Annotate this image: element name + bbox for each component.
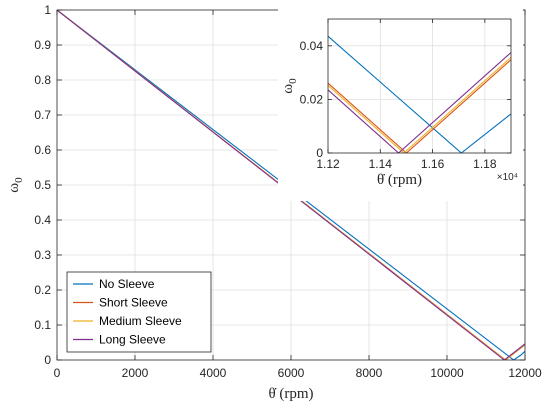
inset-y-axis-label: ω0	[280, 78, 299, 94]
y-tick-label: 0.5	[34, 178, 51, 192]
legend-label: Long Sleeve	[99, 333, 166, 347]
legend: No Sleeve Short Sleeve Medium Sleeve Long S…	[66, 271, 212, 353]
inset-series-line-long-sleeve	[328, 51, 511, 153]
x-axis-label: θ̇ (rpm)	[268, 386, 313, 402]
inset-x-tick-label: 1.16	[421, 157, 445, 171]
inset-x-tick-label: 1.12	[316, 157, 340, 171]
x-tick-label: 6000	[278, 366, 305, 380]
y-tick-label: 0	[44, 353, 51, 367]
y-tick-label: 0.8	[34, 73, 51, 87]
y-axis-label: ω0	[6, 177, 25, 193]
inset-y-tick-label: 0.04	[300, 39, 324, 53]
x-tick-label: 4000	[200, 366, 227, 380]
y-tick-label: 1	[44, 3, 51, 17]
inset-series-line-medium-sleeve	[328, 56, 511, 153]
legend-label: Short Sleeve	[99, 296, 168, 310]
inset-x-axis-label: θ̇ (rpm)	[377, 172, 422, 188]
y-tick-label: 0.6	[34, 143, 51, 157]
x-tick-label: 10000	[430, 366, 464, 380]
inset-series-line-no-sleeve	[328, 35, 511, 153]
legend-box	[66, 271, 212, 353]
y-tick-label: 0.1	[34, 318, 51, 332]
x-tick-label: 12000	[508, 366, 542, 380]
y-tick-label: 0.9	[34, 38, 51, 52]
inset-series-line-short-sleeve	[328, 59, 511, 153]
inset-x-multiplier: ×10⁴	[497, 172, 518, 183]
inset-y-tick-label: 0	[316, 146, 323, 160]
inset-x-tick-label: 1.18	[473, 157, 497, 171]
legend-label: Medium Sleeve	[99, 314, 182, 328]
legend-label: No Sleeve	[99, 277, 155, 291]
inset-axes: 1.12 1.14 1.16 1.18 0 0.02 0.04 ×10⁴ θ̇ (rpm) ω0	[278, 7, 523, 201]
inset-y-tick-label: 0.02	[300, 92, 324, 106]
inset-x-tick-label: 1.14	[369, 157, 393, 171]
inset-series-group	[328, 35, 511, 153]
x-tick-label: 0	[54, 366, 61, 380]
inset-frame	[327, 18, 512, 154]
x-tick-label: 8000	[356, 366, 383, 380]
x-tick-label: 2000	[122, 366, 149, 380]
y-tick-label: 0.3	[34, 248, 51, 262]
inset-plot-area	[328, 19, 511, 153]
y-tick-label: 0.2	[34, 283, 51, 297]
y-tick-label: 0.7	[34, 108, 51, 122]
y-tick-label: 0.4	[34, 213, 51, 227]
